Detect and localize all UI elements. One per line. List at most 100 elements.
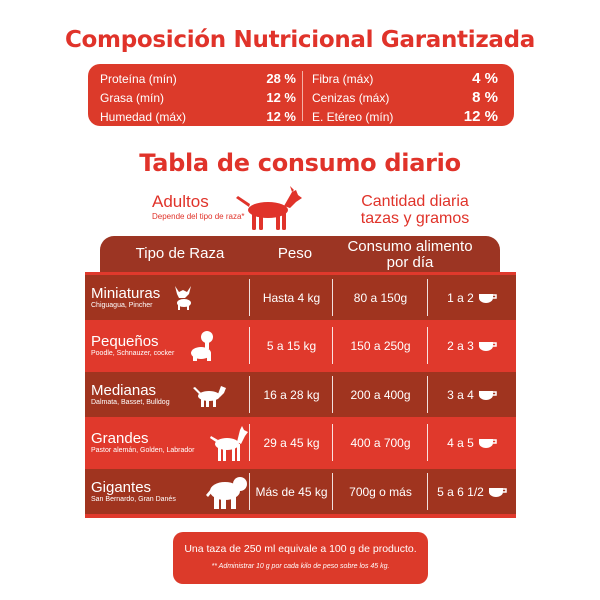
cup-icon: [478, 342, 497, 351]
column-divider: [249, 424, 250, 461]
header-consumo-line-1: Consumo alimento: [347, 238, 473, 255]
breed-examples: Poodle, Schnauzer, cocker: [91, 349, 175, 357]
nutrient-label: Proteína (mín): [100, 71, 177, 86]
column-divider: [332, 327, 333, 364]
peso-cell: Hasta 4 kg: [262, 290, 321, 305]
tazas-value: 4 a 5: [447, 435, 474, 450]
nutrient-value: 28 %: [266, 71, 296, 86]
consumo-cell: 400 a 700g: [350, 435, 411, 450]
breed-cell: Medianas Dalmata, Basset, Bulldog: [85, 372, 249, 417]
doberman-icon: [236, 186, 302, 230]
column-divider: [249, 376, 250, 413]
breed-cell: Gigantes San Bernardo, Gran Danés: [85, 469, 249, 514]
large-dog-icon: [210, 426, 248, 461]
peso-cell: 29 a 45 kg: [263, 435, 320, 450]
table-row: Gigantes San Bernardo, Gran Danés Más de…: [85, 469, 516, 514]
column-divider: [249, 327, 250, 364]
nutrient-label: Fibra (máx): [312, 71, 374, 86]
poodle-icon: [191, 331, 213, 361]
header-peso: Peso: [277, 245, 313, 262]
breed-name: Medianas: [91, 381, 157, 399]
column-divider: [332, 473, 333, 510]
peso-cell: 5 a 15 kg: [266, 338, 317, 353]
column-divider: [427, 327, 428, 364]
breed-examples: Pastor alemán, Golden, Labrador: [91, 446, 195, 454]
column-divider: [332, 376, 333, 413]
breed-examples: San Bernardo, Gran Danés: [91, 495, 176, 503]
table-header: Tipo de Raza Peso Consumo alimento por d…: [100, 236, 500, 272]
column-divider: [427, 376, 428, 413]
table-row: Miniaturas Chiguagua, Pincher Hasta 4 kg…: [85, 275, 516, 320]
breed-name: Grandes: [91, 429, 149, 447]
table-row: Pequeños Poodle, Schnauzer, cocker 5 a 1…: [85, 323, 516, 368]
nutrient-value: 12 %: [266, 90, 296, 105]
nutrition-row: Grasa (mín) 12 %: [100, 88, 296, 107]
breed-text: Grandes Pastor alemán, Golden, Labrador: [91, 431, 195, 455]
nutrition-box: Proteína (mín) 28 % Grasa (mín) 12 % Hum…: [88, 64, 514, 126]
nutrition-row: Proteína (mín) 28 %: [100, 69, 296, 88]
nutrient-value: 4 %: [472, 70, 498, 87]
breed-cell: Miniaturas Chiguagua, Pincher: [85, 275, 249, 320]
breed-examples: Chiguagua, Pincher: [91, 301, 153, 309]
note-line-1: Una taza de 250 ml equivale a 100 g de p…: [184, 543, 417, 555]
breed-cell: Pequeños Poodle, Schnauzer, cocker: [85, 323, 249, 368]
breed-examples: Dalmata, Basset, Bulldog: [91, 398, 170, 406]
nutrition-row: E. Etéreo (mín) 12 %: [312, 107, 498, 126]
cup-icon: [478, 439, 497, 448]
column-divider: [332, 279, 333, 316]
note-line-2: ** Administrar 10 g por cada kilo de pes…: [211, 563, 390, 570]
nutrition-left-column: Proteína (mín) 28 % Grasa (mín) 12 % Hum…: [100, 69, 296, 126]
tazas-value: 1 a 2: [447, 290, 474, 305]
adultos-heading: Adultos: [152, 192, 209, 211]
nutrient-value: 12 %: [266, 109, 296, 124]
tazas-cell: 2 a 3: [429, 323, 516, 368]
tazas-value: 5 a 6 1/2: [437, 484, 484, 499]
adultos-label: Adultos Depende del tipo de raza*: [152, 192, 262, 221]
nutrition-divider: [302, 71, 303, 121]
consumo-cell: 150 a 250g: [350, 338, 411, 353]
peso-cell: 16 a 28 kg: [263, 387, 320, 402]
column-divider: [427, 279, 428, 316]
column-divider: [427, 424, 428, 461]
nutrient-label: Cenizas (máx): [312, 90, 390, 105]
cup-icon: [478, 294, 497, 303]
peso-cell: Más de 45 kg: [255, 484, 328, 499]
nutrition-row: Cenizas (máx) 8 %: [312, 88, 498, 107]
chihuahua-icon: [175, 286, 191, 310]
note-box: Una taza de 250 ml equivale a 100 g de p…: [173, 532, 428, 584]
breed-text: Pequeños Poodle, Schnauzer, cocker: [91, 334, 174, 358]
adultos-note: Depende del tipo de raza*: [152, 212, 245, 221]
nutrient-label: Grasa (mín): [100, 90, 165, 105]
nutrient-value: 8 %: [472, 89, 498, 106]
consumo-cell: 80 a 150g: [353, 290, 408, 305]
medium-dog-icon: [193, 386, 226, 407]
tazas-value: 2 a 3: [447, 338, 474, 353]
table-row: Medianas Dalmata, Basset, Bulldog 16 a 2…: [85, 372, 516, 417]
cup-icon: [478, 391, 497, 400]
tazas-cell: 5 a 6 1/2: [429, 469, 516, 514]
composition-title: Composición Nutricional Garantizada: [64, 27, 536, 53]
consumo-cell: 700g o más: [349, 484, 412, 499]
tazas-value: 3 a 4: [447, 387, 474, 402]
nutrition-row: Humedad (máx) 12 %: [100, 107, 296, 126]
breed-text: Medianas Dalmata, Basset, Bulldog: [91, 383, 170, 407]
breed-name: Gigantes: [91, 478, 152, 496]
consumo-cell: 200 a 400g: [350, 387, 411, 402]
tazas-cell: 1 a 2: [429, 275, 516, 320]
header-consumo-line-2: por día: [386, 254, 434, 271]
column-divider: [427, 473, 428, 510]
nutrition-right-column: Fibra (máx) 4 % Cenizas (máx) 8 % E. Eté…: [312, 69, 498, 126]
cantidad-line-1: Cantidad diaria: [361, 193, 469, 210]
cantidad-line-2: tazas y gramos: [360, 210, 470, 227]
giant-dog-icon: [206, 477, 247, 509]
table-row: Grandes Pastor alemán, Golden, Labrador …: [85, 420, 516, 465]
cantidad-label: Cantidad diaria tazas y gramos: [350, 193, 480, 227]
breed-cell: Grandes Pastor alemán, Golden, Labrador: [85, 420, 249, 465]
header-breed: Tipo de Raza: [135, 245, 225, 262]
tazas-cell: 4 a 5: [429, 420, 516, 465]
breed-text: Miniaturas Chiguagua, Pincher: [91, 286, 160, 310]
column-divider: [249, 473, 250, 510]
breed-text: Gigantes San Bernardo, Gran Danés: [91, 480, 176, 504]
column-divider: [249, 279, 250, 316]
cup-icon: [488, 488, 507, 497]
